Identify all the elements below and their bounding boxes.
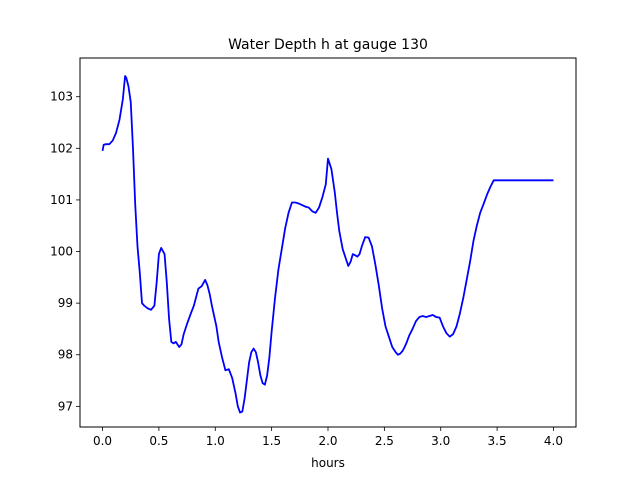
- y-tick-label: 97: [58, 399, 73, 413]
- x-tick-label: 0.0: [93, 434, 112, 448]
- series-line-0: [101, 75, 554, 414]
- x-axis: 0.0 0.5 1.0 1.5 2.0 2.5 3.0 3.5 4.0: [93, 427, 563, 448]
- y-tick-label: 101: [50, 193, 73, 207]
- y-tick-label: 100: [50, 245, 73, 259]
- chart-title: Water Depth h at gauge 130: [228, 37, 428, 53]
- x-tick-label: 2.0: [318, 434, 337, 448]
- y-tick-label: 103: [50, 90, 73, 104]
- x-tick-label: 0.5: [149, 434, 168, 448]
- x-tick-label: 1.5: [262, 434, 281, 448]
- y-axis: 97 98 99 100 101 102 103: [50, 90, 80, 413]
- x-tick-label: 3.5: [488, 434, 507, 448]
- y-tick-label: 99: [58, 296, 73, 310]
- y-tick-label: 98: [58, 348, 73, 362]
- x-tick-label: 2.5: [375, 434, 394, 448]
- x-axis-label: hours: [311, 456, 345, 470]
- plot-area: [101, 75, 554, 414]
- x-tick-label: 3.0: [431, 434, 450, 448]
- x-tick-label: 1.0: [206, 434, 225, 448]
- x-tick-label: 4.0: [544, 434, 563, 448]
- plot-frame: [79, 57, 577, 428]
- y-tick-label: 102: [50, 141, 73, 155]
